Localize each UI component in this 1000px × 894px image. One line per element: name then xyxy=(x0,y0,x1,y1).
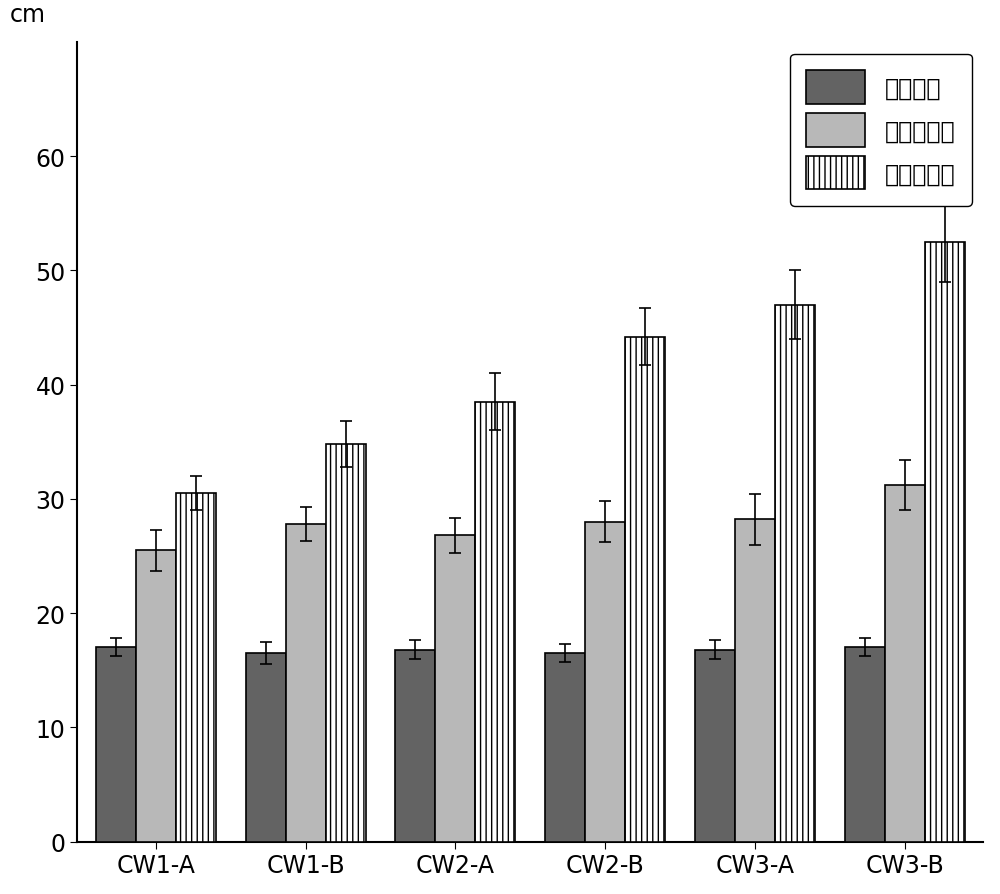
Bar xyxy=(775,306,815,841)
Bar xyxy=(735,519,775,841)
Bar xyxy=(246,654,286,841)
Bar xyxy=(885,485,925,841)
Bar xyxy=(136,551,176,841)
Bar xyxy=(475,402,515,841)
Bar xyxy=(395,650,435,841)
Legend: 初始株高, 一个月株高, 两个月株高: 初始株高, 一个月株高, 两个月株高 xyxy=(790,55,972,207)
Bar xyxy=(585,522,625,841)
Bar xyxy=(625,337,665,841)
Bar xyxy=(176,493,216,841)
Bar xyxy=(96,647,136,841)
Bar xyxy=(286,525,326,841)
Bar xyxy=(845,647,885,841)
Bar xyxy=(326,444,366,841)
Bar xyxy=(435,536,475,841)
Bar xyxy=(545,654,585,841)
Bar xyxy=(695,650,735,841)
Bar xyxy=(925,242,965,841)
Y-axis label: cm: cm xyxy=(9,3,45,27)
